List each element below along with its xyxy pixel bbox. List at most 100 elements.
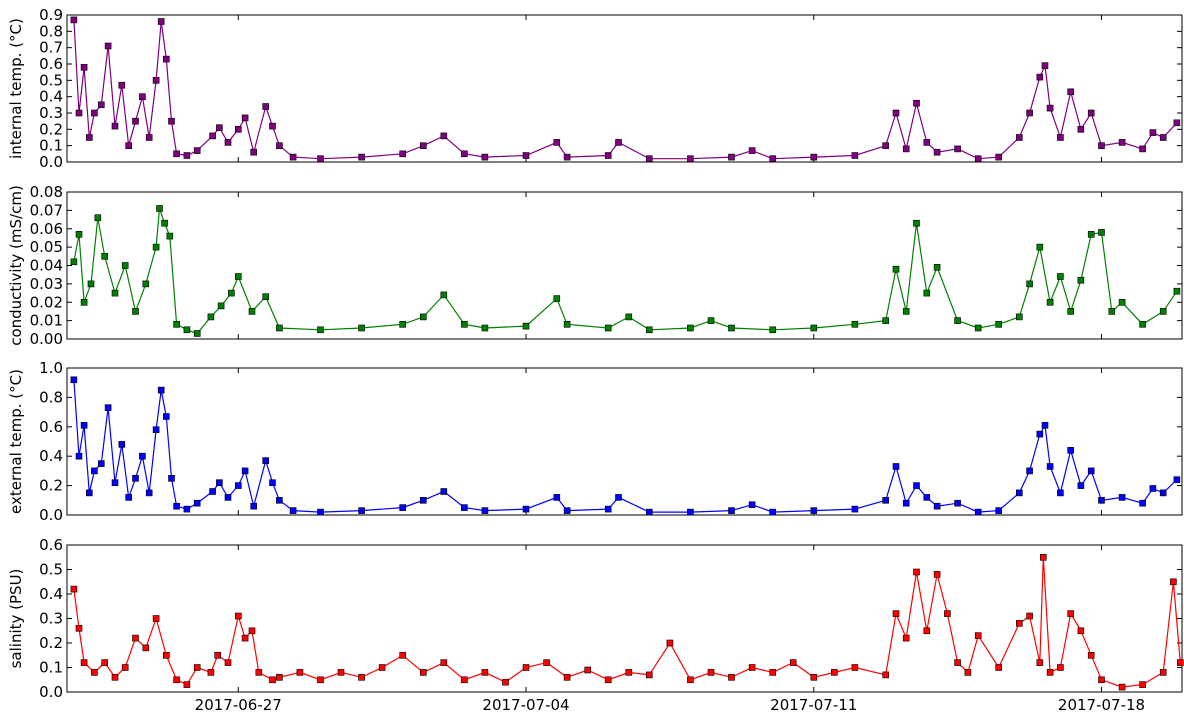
data-point xyxy=(1026,280,1033,288)
data-point xyxy=(810,153,818,161)
data-point xyxy=(1067,610,1074,617)
panel-3: 0.0 0.2 0.4 0.6 0.8 1.0 external temp. (°C) xyxy=(7,359,1183,524)
data-point xyxy=(228,289,235,297)
plot-frame xyxy=(66,14,1183,163)
data-point xyxy=(235,482,242,489)
y-tick-label: 0.3 xyxy=(39,104,63,122)
data-point xyxy=(440,488,448,495)
data-point xyxy=(70,376,78,384)
data-point xyxy=(666,639,674,647)
data-point xyxy=(183,152,191,159)
data-point xyxy=(1015,620,1023,627)
data-point xyxy=(974,632,982,639)
series-line xyxy=(73,19,1178,160)
y-tick-label: 0.8 xyxy=(39,22,63,40)
plot-frame xyxy=(66,367,1183,516)
y-tick-label: 0.06 xyxy=(30,220,63,238)
data-point xyxy=(645,326,653,334)
data-point xyxy=(1098,229,1105,236)
data-point xyxy=(1015,134,1023,141)
data-point xyxy=(399,651,407,659)
data-point xyxy=(111,122,119,130)
y-tick-label: 0.0 xyxy=(39,506,63,524)
data-point xyxy=(902,499,910,507)
y-tick-label: 0.07 xyxy=(30,201,63,219)
data-point xyxy=(995,320,1003,328)
y-tick-label: 0.5 xyxy=(39,71,63,89)
data-point xyxy=(687,508,694,516)
series-line xyxy=(73,557,1181,688)
x-tick-label: 2017-07-18 xyxy=(1058,696,1145,714)
plot-frame xyxy=(66,191,1183,340)
data-point xyxy=(1087,109,1095,117)
data-point xyxy=(1098,676,1105,684)
data-point xyxy=(91,109,98,117)
data-point xyxy=(399,320,407,328)
x-tick-label: 2017-07-11 xyxy=(770,696,857,714)
y-tick-label: 0.04 xyxy=(30,257,63,275)
data-point xyxy=(80,298,88,306)
data-point xyxy=(892,463,900,470)
data-point xyxy=(317,676,324,684)
data-point xyxy=(235,612,242,620)
y-tick-label: 0.05 xyxy=(30,238,63,256)
data-point xyxy=(522,505,530,513)
data-point xyxy=(1173,287,1181,295)
data-point xyxy=(553,139,561,146)
data-point xyxy=(625,669,633,676)
data-point xyxy=(86,489,93,497)
data-point xyxy=(419,313,427,321)
data-point xyxy=(358,324,365,332)
panel-1: 0.00.10.20.30.40.50.60.70.80.9 internal t… xyxy=(7,6,1183,171)
data-point xyxy=(913,568,920,576)
data-point xyxy=(1077,482,1085,489)
x-tick-label: 2017-06-27 xyxy=(195,696,282,714)
data-point xyxy=(851,320,859,328)
data-point xyxy=(789,659,797,666)
data-point xyxy=(1087,651,1095,659)
data-point xyxy=(168,117,175,125)
data-point xyxy=(522,322,530,330)
data-point xyxy=(1087,467,1095,475)
data-point xyxy=(276,142,283,149)
data-point xyxy=(1067,308,1074,315)
y-tick-label: 0.1 xyxy=(39,137,63,155)
data-point xyxy=(214,651,221,659)
data-point xyxy=(80,64,88,71)
data-point xyxy=(1067,446,1074,454)
y-tick-label: 0.00 xyxy=(30,330,63,348)
data-point xyxy=(1139,145,1146,153)
data-point xyxy=(748,501,756,509)
data-point xyxy=(419,496,427,504)
data-point xyxy=(399,504,407,511)
data-point xyxy=(111,673,119,681)
data-point xyxy=(1026,467,1033,475)
y-tick-label: 0.0 xyxy=(39,153,63,171)
data-point xyxy=(224,139,232,146)
data-point xyxy=(461,504,468,511)
data-point xyxy=(193,330,201,337)
data-point xyxy=(954,659,961,666)
data-point xyxy=(1041,421,1049,429)
data-point xyxy=(317,155,324,162)
data-point xyxy=(543,659,550,666)
data-point xyxy=(337,669,345,676)
data-point xyxy=(118,441,126,448)
data-point xyxy=(1057,664,1064,671)
data-point xyxy=(810,673,818,681)
data-point xyxy=(604,324,612,332)
data-point xyxy=(913,219,920,227)
data-point xyxy=(1118,298,1126,306)
data-point xyxy=(163,413,170,420)
data-point xyxy=(161,219,168,227)
data-point xyxy=(1177,659,1184,666)
data-point xyxy=(262,457,270,464)
data-point xyxy=(1149,129,1157,136)
y-tick-label: 0.5 xyxy=(39,561,63,579)
data-point xyxy=(1170,578,1177,586)
data-point xyxy=(944,610,951,617)
data-point xyxy=(276,496,283,504)
data-point xyxy=(892,265,900,273)
data-point xyxy=(615,139,622,146)
data-point xyxy=(461,320,468,328)
